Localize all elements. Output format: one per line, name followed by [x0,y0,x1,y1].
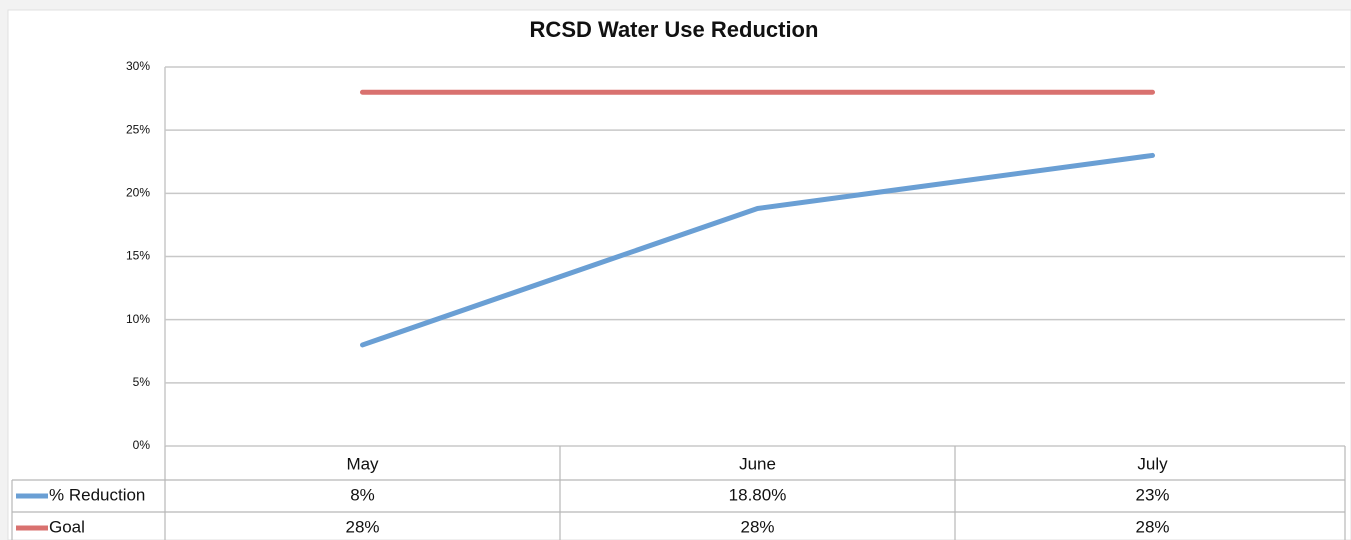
data-label: 8% [350,485,375,504]
y-tick-label: 25% [126,122,150,136]
y-tick-label: 5% [133,375,151,389]
y-tick-label: 0% [133,438,151,452]
y-tick-label: 15% [126,249,150,263]
data-label: 23% [1135,485,1169,504]
data-label: 28% [345,517,379,536]
chart-title: RCSD Water Use Reduction [530,17,819,42]
x-tick-label: July [1137,454,1168,473]
legend-label: % Reduction [49,485,145,504]
y-tick-label: 30% [126,59,150,73]
series-line [360,152,1155,348]
x-tick-label: June [739,454,776,473]
y-tick-label: 10% [126,312,150,326]
data-label: 28% [1135,517,1169,536]
chart-frame [7,9,1351,540]
x-tick-label: May [346,454,379,473]
data-label: 18.80% [729,485,787,504]
y-tick-label: 20% [126,186,150,200]
legend-label: Goal [49,517,85,536]
data-label: 28% [740,517,774,536]
